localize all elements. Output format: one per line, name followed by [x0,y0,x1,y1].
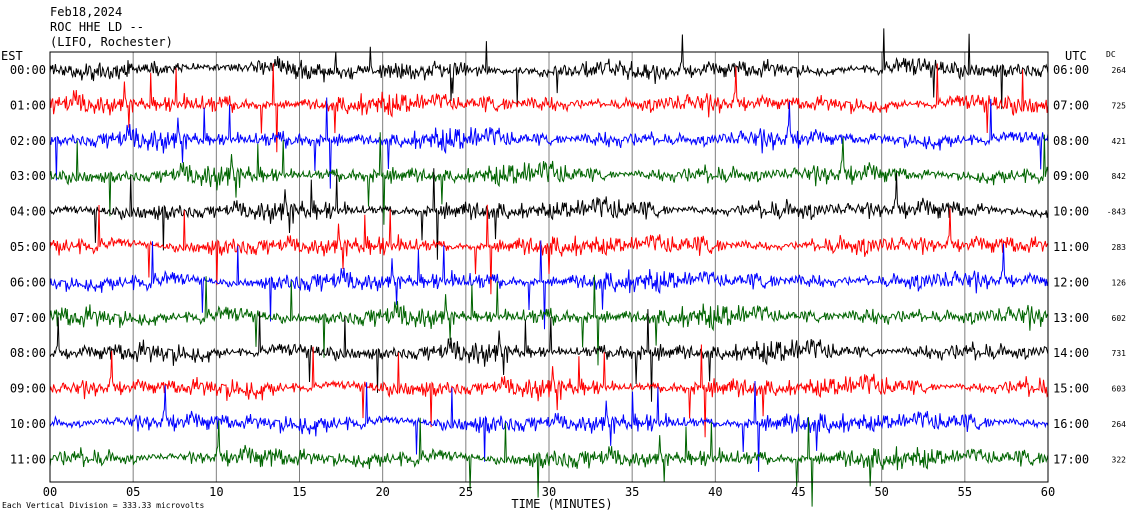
dc-offset-label: -843 [1107,208,1126,217]
trace-line [49,132,1049,225]
x-tick-label: 50 [874,485,888,499]
trace-line [49,240,1049,330]
station-location: (LIFO, Rochester) [50,35,173,49]
dc-offset-label: 731 [1112,349,1127,358]
trace-line [49,97,1049,189]
left-axis-label: EST [1,49,23,63]
est-hour-label: 01:00 [10,98,46,112]
utc-hour-label: 10:00 [1053,205,1089,219]
utc-hour-label: 16:00 [1053,417,1089,431]
est-hour-label: 07:00 [10,311,46,325]
plot-frame [49,51,1049,483]
est-hour-label: 10:00 [10,417,46,431]
est-hour-label: 05:00 [10,240,46,254]
dc-offset-label: 322 [1112,455,1127,464]
utc-hour-label: 09:00 [1053,169,1089,183]
utc-hour-label: 12:00 [1053,275,1089,289]
trace-line [49,380,1049,472]
dc-offset-label: 264 [1112,66,1127,75]
dc-offset-label: 603 [1112,385,1127,394]
trace-line [49,168,1049,260]
utc-hour-label: 08:00 [1053,134,1089,148]
trace-line [49,204,1049,295]
dc-offset-label: 602 [1112,314,1127,323]
utc-hour-label: 06:00 [1053,63,1089,77]
trace-line [49,274,1049,366]
dc-offset-label: 126 [1112,278,1127,287]
trace-line [49,417,1049,507]
x-tick-label: 15 [292,485,306,499]
utc-hour-label: 13:00 [1053,311,1089,325]
est-hour-label: 06:00 [10,275,46,289]
x-tick-label: 35 [625,485,639,499]
trace-line [49,309,1049,402]
station-date: Feb18,2024 [50,5,122,19]
x-tick-label: 05 [126,485,140,499]
dc-offset-label: 283 [1112,243,1127,252]
est-hour-label: 09:00 [10,382,46,396]
trace-line [49,63,1049,153]
trace-line [49,344,1049,438]
x-axis-label: TIME (MINUTES) [511,497,612,511]
x-tick-label: 00 [43,485,57,499]
est-hour-label: 08:00 [10,346,46,360]
x-tick-label: 55 [958,485,972,499]
dc-offset-label: 421 [1112,137,1127,146]
utc-hour-label: 14:00 [1053,346,1089,360]
x-tick-label: 25 [459,485,473,499]
est-hour-label: 03:00 [10,169,46,183]
x-tick-label: 20 [375,485,389,499]
utc-hour-label: 11:00 [1053,240,1089,254]
est-hour-label: 00:00 [10,63,46,77]
dc-offset-label: 842 [1112,172,1127,181]
dc-offset-label: 264 [1112,420,1127,429]
dc-header: DC [1106,50,1116,59]
x-tick-label: 10 [209,485,223,499]
x-axis-ticks: 00 05 10 15 20 25 30 35 40 45 50 55 60 [43,485,1055,499]
est-hour-label: 11:00 [10,452,46,466]
x-tick-label: 60 [1041,485,1055,499]
trace-line [49,28,1049,110]
x-tick-label: 45 [791,485,805,499]
est-hour-label: 04:00 [10,205,46,219]
utc-hour-label: 15:00 [1053,382,1089,396]
hour-labels: 00:00 06:00 264 01:00 07:00 725 02:00 08:00 421 0… [10,63,1126,466]
dc-offset-label: 725 [1112,101,1127,110]
right-axis-label: UTC [1065,49,1087,63]
station-channel: ROC HHE LD -- [50,20,144,34]
x-tick-label: 40 [708,485,722,499]
utc-hour-label: 07:00 [1053,98,1089,112]
utc-hour-label: 17:00 [1053,452,1089,466]
scale-note: Each Vertical Division = 333.33 microvol… [2,501,204,510]
est-hour-label: 02:00 [10,134,46,148]
x-tick-label: 30 [542,485,556,499]
seismic-traces [49,28,1049,507]
